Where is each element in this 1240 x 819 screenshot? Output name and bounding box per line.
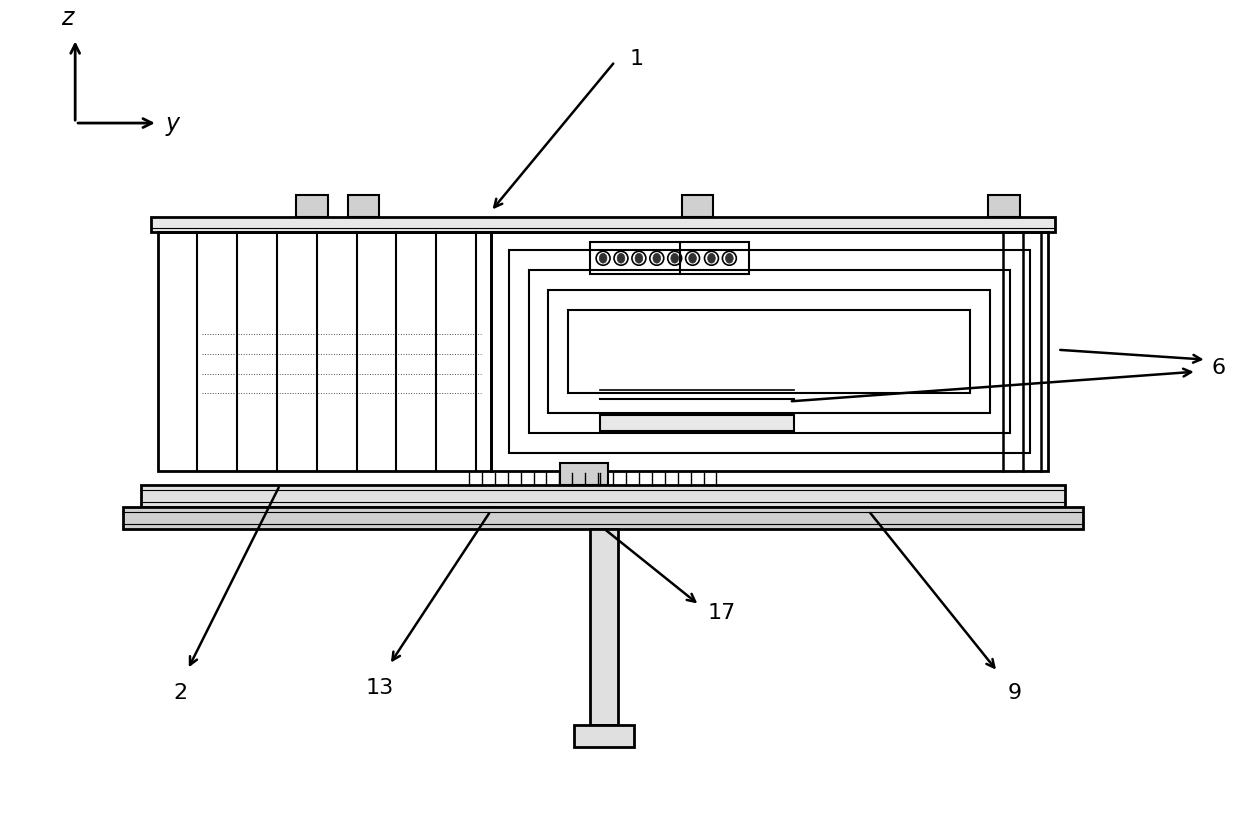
Bar [296, 196, 327, 217]
Text: 6: 6 [1211, 357, 1225, 378]
Ellipse shape [635, 254, 642, 264]
Bar [568, 310, 970, 394]
Text: 13: 13 [366, 677, 393, 697]
Bar [590, 243, 749, 275]
Bar [141, 486, 1065, 507]
Bar [574, 725, 634, 748]
Bar [590, 529, 618, 725]
Text: 1: 1 [630, 49, 644, 70]
Text: 9: 9 [1008, 682, 1022, 702]
Ellipse shape [599, 254, 606, 264]
Bar [347, 196, 379, 217]
Bar [600, 416, 794, 432]
Text: 2: 2 [174, 682, 187, 702]
Bar [528, 271, 1009, 434]
Bar [123, 507, 1084, 529]
Text: 17: 17 [708, 603, 735, 622]
Bar [157, 233, 491, 472]
Bar [151, 217, 1055, 233]
Ellipse shape [725, 254, 733, 264]
Bar [548, 291, 990, 414]
Bar [491, 233, 1048, 472]
Ellipse shape [653, 254, 661, 264]
Bar [508, 251, 1029, 454]
Bar [560, 464, 608, 486]
Ellipse shape [671, 254, 678, 264]
Ellipse shape [708, 254, 715, 264]
Text: y: y [166, 112, 180, 136]
Ellipse shape [688, 254, 697, 264]
Bar [988, 196, 1019, 217]
Bar [682, 196, 713, 217]
Ellipse shape [618, 254, 625, 264]
Text: z: z [61, 6, 73, 29]
